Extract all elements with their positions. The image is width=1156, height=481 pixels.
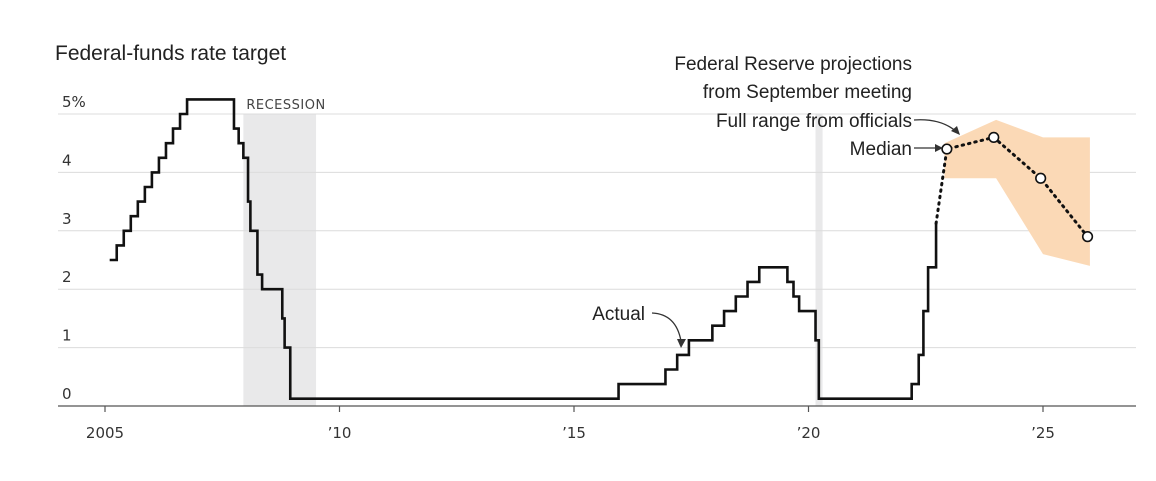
y-tick-label: 2 [62,268,72,286]
actual-series [109,98,938,400]
y-tick-label: 4 [62,151,72,169]
y-tick-label: 5% [62,93,86,111]
x-tick-label: ’10 [328,424,352,442]
x-axis: 2005 ’10 ’15 ’20 ’25 [58,405,1136,442]
recession-bands: RECESSION [243,98,823,406]
x-tick-label: 2005 [86,424,124,442]
y-tick-label: 0 [62,385,72,403]
recession-band [815,114,823,406]
actual-arrowhead-icon [677,339,686,348]
x-tick-label: ’25 [1031,424,1055,442]
x-tick-label: ’15 [562,424,586,442]
annotations: Federal Reserve projections from Septemb… [592,54,960,348]
median-point [988,131,1000,143]
median-point [1035,172,1047,184]
range-label: Full range from officials [716,111,912,132]
projections-header-line1: Federal Reserve projections [674,54,912,75]
projection-range [944,119,1090,266]
actual-label: Actual [592,304,645,325]
median-series [934,131,1094,243]
median-point [1081,231,1094,243]
chart-title: Federal-funds rate target [55,42,286,65]
recession-band [243,114,317,406]
median-point [941,143,953,155]
actual-line [109,98,938,400]
x-tick-label: ’20 [797,424,821,442]
actual-arrow-icon [651,312,682,342]
y-tick-label: 3 [62,210,72,228]
y-tick-label: 1 [62,327,72,345]
projections-header-line2: from September meeting [703,82,912,103]
recession-label: RECESSION [246,98,325,113]
projection-range-area [944,119,1090,266]
median-label: Median [850,139,912,160]
range-arrowhead-icon [951,126,960,135]
median-arrowhead-icon [935,144,943,152]
y-tick-labels: 5% 4 3 2 1 0 [62,93,86,403]
